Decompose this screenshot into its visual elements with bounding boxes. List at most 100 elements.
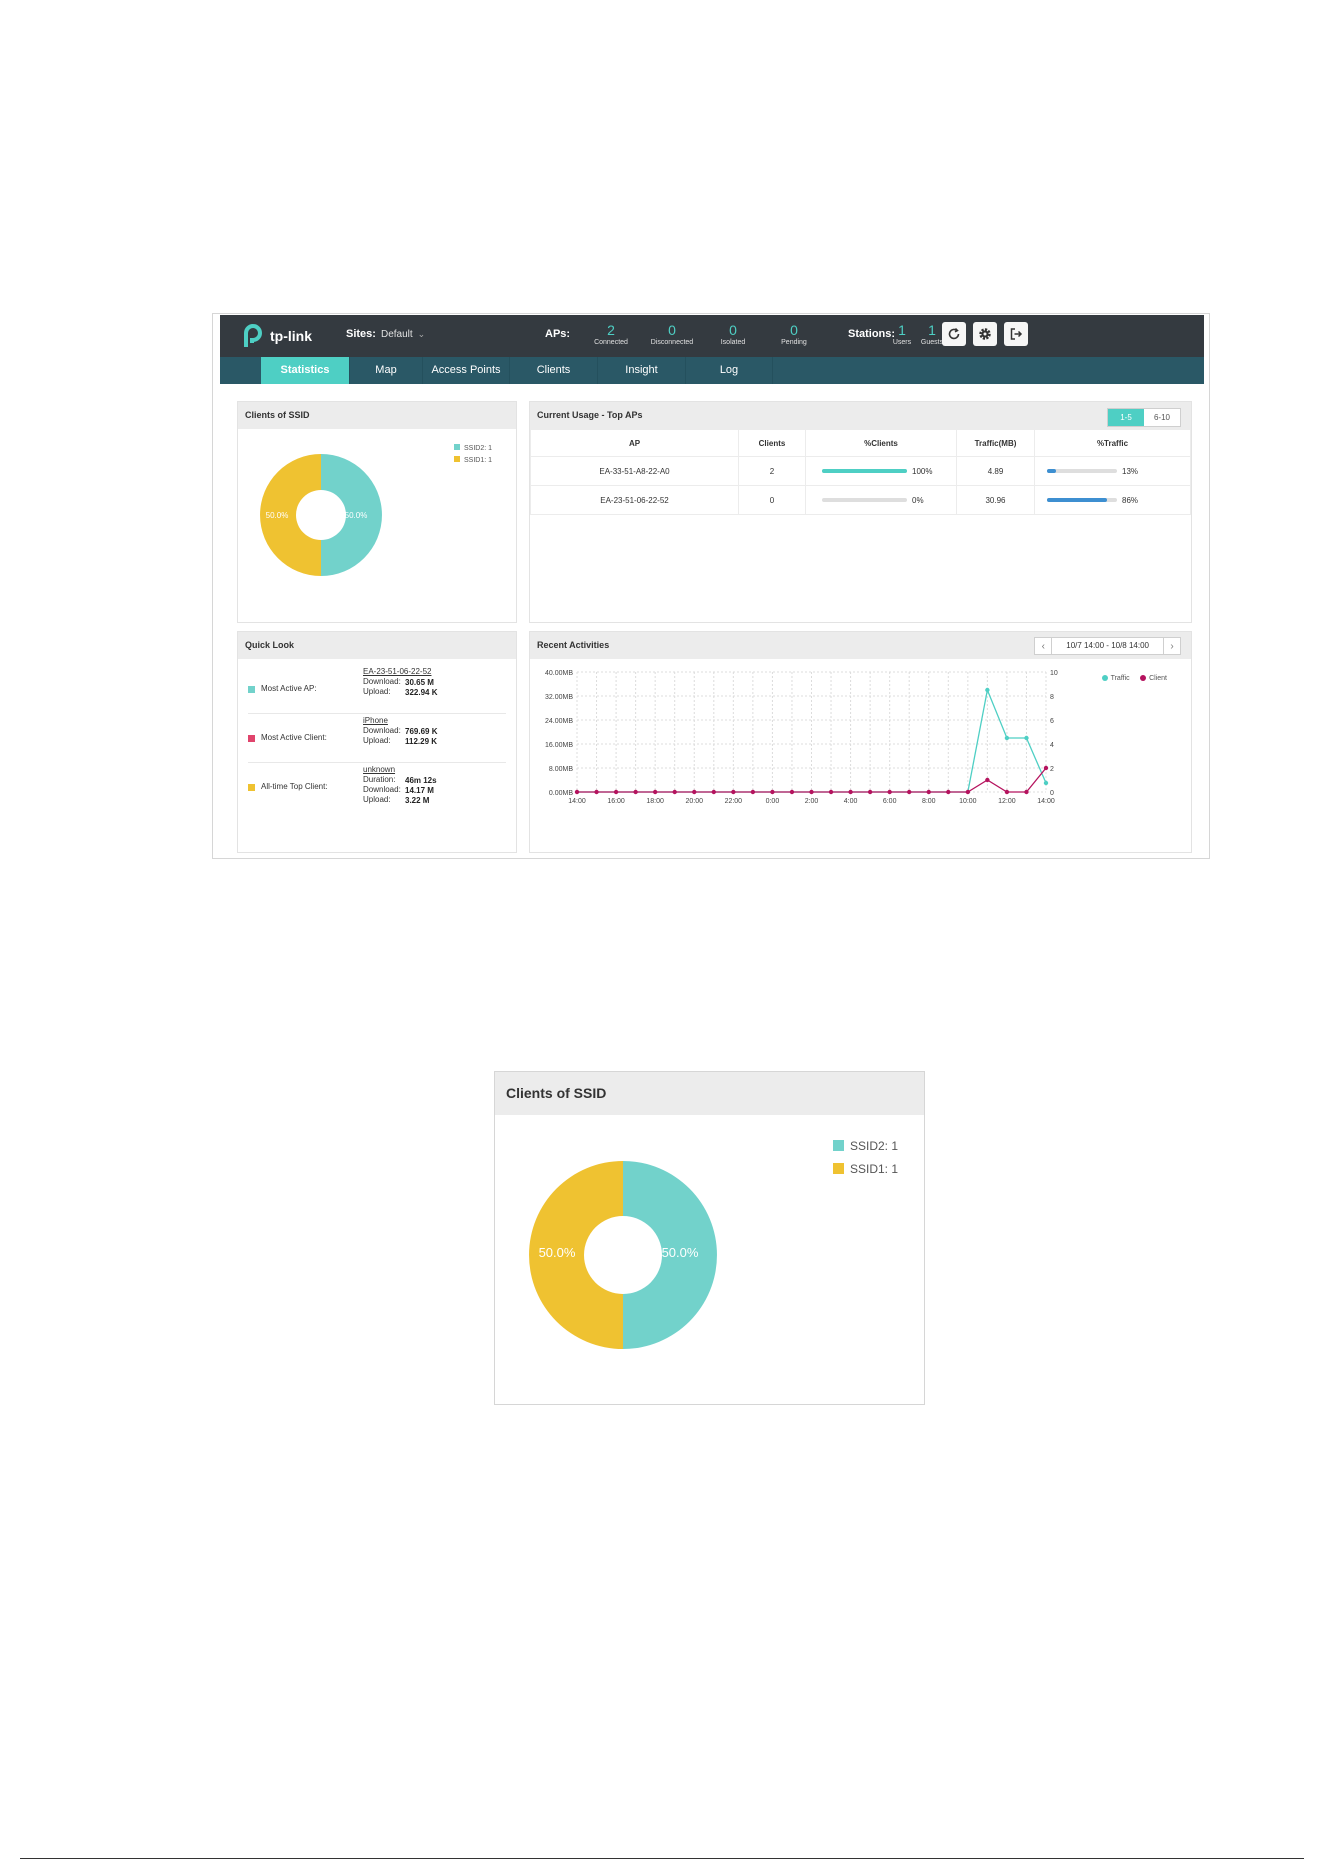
x-tick-label: 0:00 — [766, 798, 780, 805]
data-point-client — [672, 789, 677, 795]
row-value: 112.29 K — [405, 737, 438, 746]
tp-link-logo-icon — [244, 324, 262, 347]
refresh-button[interactable] — [942, 322, 966, 346]
col-ap[interactable]: AP — [530, 429, 739, 457]
ap-name[interactable]: EA-33-51-A8-22-A0 — [530, 456, 739, 486]
ap-clients: 2 — [738, 456, 806, 486]
site-selector[interactable]: Sites: Default ⌄ — [346, 328, 425, 340]
data-point-traffic — [985, 687, 990, 693]
clients-of-ssid-zoomed-panel: Clients of SSID 50.0% 50.0% SSID2: 1 SSI… — [494, 1071, 925, 1405]
y-left-tick-label: 8.00MB — [549, 766, 573, 773]
recent-activities-chart: 0.00MB 0 8.00MB 2 16.00MB 4 24.00MB 6 32.00MB 8 40… — [545, 670, 1058, 805]
stat-value: 1 — [898, 322, 906, 338]
x-tick-label: 10:00 — [959, 798, 977, 805]
y-left-tick-label: 24.00MB — [545, 718, 573, 725]
ap-name[interactable]: EA-23-51-06-22-52 — [530, 485, 739, 515]
pct-traffic-label: 13% — [1122, 466, 1139, 476]
quick-look-row: All-time Top Client: unknown Duration: 46m … — [248, 763, 506, 813]
legend-ssid1-swatch — [833, 1163, 844, 1174]
row-value: 30.65 M — [405, 678, 434, 687]
recent-activities-title: Recent Activities — [537, 640, 610, 650]
quick-look-row: Most Active Client: iPhone Download: 769.69… — [248, 714, 506, 764]
tab-clients[interactable]: Clients — [510, 357, 598, 384]
ap-traffic: 30.96 — [956, 485, 1035, 515]
tab-access-points[interactable]: Access Points — [423, 357, 510, 384]
settings-button[interactable] — [973, 322, 997, 346]
x-tick-label: 18:00 — [646, 798, 664, 805]
tab-insight[interactable]: Insight — [598, 357, 686, 384]
col-pct-traffic[interactable]: %Traffic — [1034, 429, 1191, 457]
stations-stat-users[interactable]: 1 Users — [887, 323, 917, 348]
row-title: Most Active Client: — [261, 733, 327, 742]
legend-ssid2[interactable]: SSID2: 1 — [850, 1139, 898, 1153]
row-name-link[interactable]: EA-23-51-06-22-52 — [363, 667, 432, 676]
aps-stat-isolated[interactable]: 0 Isolated — [703, 323, 763, 348]
legend-ssid1[interactable]: SSID1: 1 — [850, 1162, 898, 1176]
panel-title: Quick Look — [238, 632, 516, 659]
stations-stat-guests[interactable]: 1 Guests — [917, 323, 947, 348]
tab-log[interactable]: Log — [686, 357, 773, 384]
table-row[interactable]: EA-23-51-06-22-52 0 0% 30.96 86% — [530, 485, 1191, 515]
chart-legend: Traffic Client — [1096, 668, 1167, 686]
date-range-text[interactable]: 10/7 14:00 - 10/8 14:00 — [1051, 638, 1164, 654]
data-point-client — [1043, 765, 1049, 771]
quick-look-row: Most Active AP: EA-23-51-06-22-52 Download… — [248, 665, 506, 715]
tab-statistics[interactable]: Statistics — [261, 357, 350, 384]
aps-stat-connected[interactable]: 2 Connected — [581, 323, 641, 348]
sites-value: Default — [380, 328, 413, 340]
col-traffic[interactable]: Traffic(MB) — [956, 429, 1035, 457]
data-point-client — [789, 789, 795, 795]
ssid2-slice — [321, 454, 382, 576]
chevron-left-icon[interactable]: ‹ — [1041, 640, 1045, 652]
page-6-10-button[interactable]: 6-10 — [1144, 409, 1180, 426]
page-switcher: 1-5 6-10 — [1107, 408, 1181, 427]
chevron-right-icon[interactable]: › — [1170, 640, 1174, 652]
data-point-client — [692, 789, 697, 795]
data-point-client — [594, 789, 599, 795]
y-right-tick-label: 8 — [1050, 694, 1054, 701]
page-footer-rule — [20, 1858, 1304, 1859]
row-color-swatch — [248, 686, 255, 693]
aps-stat-disconnected[interactable]: 0 Disconnected — [642, 323, 702, 348]
legend-client-label: Client — [1149, 674, 1167, 682]
aps-stat-pending[interactable]: 0 Pending — [764, 323, 824, 348]
x-tick-label: 20:00 — [685, 798, 703, 805]
stat-label: Connected — [594, 339, 628, 346]
chevron-down-icon: ⌄ — [417, 328, 426, 339]
top-aps-panel: Current Usage - Top APs 1-5 6-10 AP Clie… — [529, 401, 1192, 623]
legend-client-dot — [1140, 675, 1147, 681]
legend-traffic[interactable]: Traffic — [1101, 674, 1130, 682]
pct-traffic-label: 86% — [1122, 495, 1139, 505]
x-tick-label: 14:00 — [1037, 798, 1055, 805]
row-value: 46m 12s — [405, 776, 437, 785]
y-right-tick-label: 2 — [1050, 766, 1054, 773]
row-name-link[interactable]: unknown — [363, 765, 396, 774]
row-name-link[interactable]: iPhone — [363, 716, 388, 725]
y-left-tick-label: 40.00MB — [545, 670, 573, 677]
ssid-donut-chart: 50.0% 50.0% SSID2: 1 SSID1: 1 — [260, 444, 492, 576]
pct-traffic-bar — [1047, 498, 1117, 502]
data-point-client — [731, 789, 736, 795]
data-point-client — [867, 789, 873, 795]
legend-ssid1[interactable]: SSID1: 1 — [464, 457, 492, 464]
row-key: Upload: — [363, 736, 391, 745]
legend-traffic-label: Traffic — [1110, 674, 1130, 682]
logout-button[interactable] — [1004, 322, 1028, 346]
top-bar: tp-link Sites: Default ⌄ APs: 2 Connected… — [220, 315, 1204, 357]
tp-link-logo[interactable]: tp-link — [240, 319, 312, 353]
stat-label: Isolated — [720, 339, 746, 346]
col-clients[interactable]: Clients — [738, 429, 806, 457]
tab-map[interactable]: Map — [350, 357, 423, 384]
row-key: Duration: — [363, 775, 396, 784]
table-row[interactable]: EA-33-51-A8-22-A0 2 100% 4.89 13% — [530, 456, 1191, 486]
row-divider — [248, 762, 506, 763]
legend-ssid2[interactable]: SSID2: 1 — [464, 445, 492, 452]
legend-client[interactable]: Client — [1140, 675, 1167, 682]
page-1-5-button[interactable]: 1-5 — [1108, 409, 1144, 426]
ssid1-slice — [260, 454, 321, 576]
data-point-client — [848, 789, 853, 795]
ssid2-slice — [623, 1161, 717, 1349]
col-pct-clients[interactable]: %Clients — [805, 429, 957, 457]
legend-ssid2-swatch — [454, 444, 460, 450]
pct-clients-label: 0% — [912, 495, 924, 505]
